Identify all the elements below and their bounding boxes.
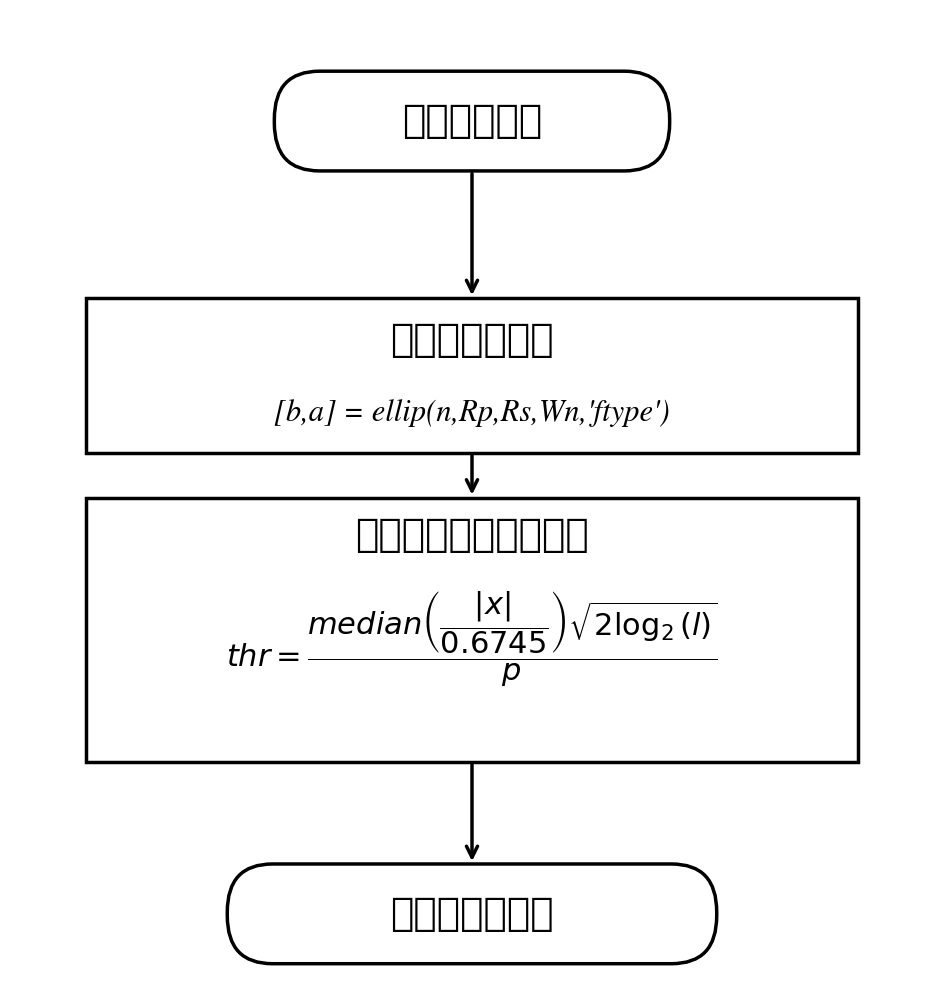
Text: $\it{thr} = \dfrac{\it{median}\left(\dfrac{|x|}{0.6745}\right)\sqrt{2\log_{2}(l): $\it{thr} = \dfrac{\it{median}\left(\dfr… <box>227 590 717 689</box>
Bar <box>86 298 858 453</box>
Text: [b,a] = ellip(n,Rp,Rs,Wn,'ftype'): [b,a] = ellip(n,Rp,Rs,Wn,'ftype') <box>274 399 670 427</box>
Text: 采集数据输入: 采集数据输入 <box>402 102 542 140</box>
Text: 改进式启发式阈值检测: 改进式启发式阈值检测 <box>355 516 589 554</box>
Bar <box>86 498 858 762</box>
Text: 锋电位数据输出: 锋电位数据输出 <box>390 895 554 933</box>
FancyBboxPatch shape <box>228 864 716 964</box>
Text: 椭圆滤波器滤波: 椭圆滤波器滤波 <box>390 321 554 359</box>
FancyBboxPatch shape <box>275 71 669 171</box>
